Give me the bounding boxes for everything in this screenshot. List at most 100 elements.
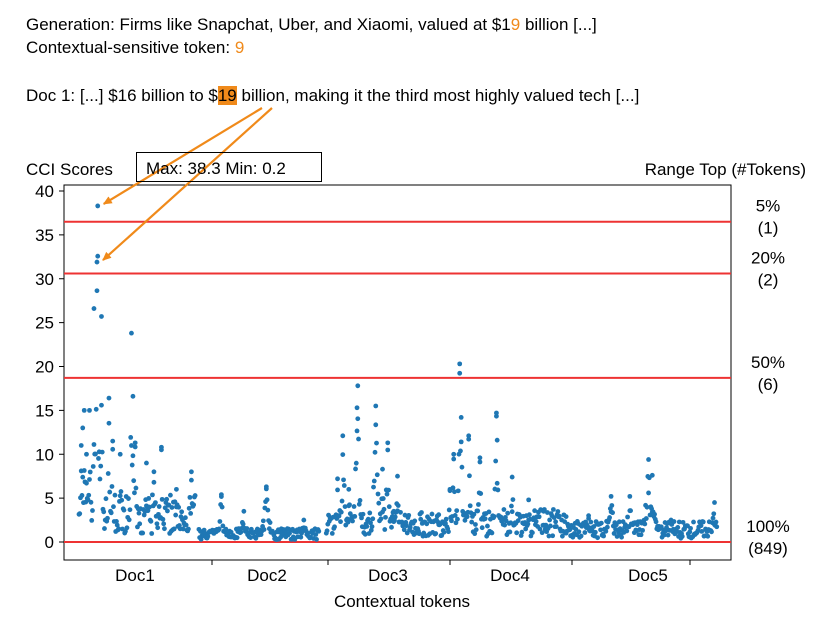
data-point xyxy=(241,508,247,514)
data-point xyxy=(616,519,622,525)
x-category-label: Doc1 xyxy=(115,566,155,585)
data-point xyxy=(240,521,246,527)
data-point xyxy=(173,512,179,518)
data-point xyxy=(576,529,582,535)
data-point xyxy=(586,513,592,519)
y-tick-label: 35 xyxy=(35,226,54,245)
data-point xyxy=(98,463,104,469)
data-point xyxy=(406,512,412,518)
generation-suffix: billion [...] xyxy=(520,15,597,34)
data-point xyxy=(168,492,173,498)
data-point xyxy=(368,520,373,526)
data-point xyxy=(117,451,123,457)
data-point xyxy=(652,511,657,517)
data-point xyxy=(386,487,391,493)
y-tick-label: 10 xyxy=(35,445,54,464)
data-point xyxy=(370,516,376,522)
data-point xyxy=(391,508,397,514)
data-point xyxy=(451,451,457,457)
data-point xyxy=(609,503,615,508)
data-point xyxy=(223,526,229,532)
data-point xyxy=(129,462,135,468)
data-point xyxy=(515,518,521,524)
threshold-percent: 5% xyxy=(756,197,781,216)
data-point xyxy=(78,443,84,448)
data-point xyxy=(365,516,371,522)
data-point xyxy=(105,471,111,476)
data-point xyxy=(395,473,400,479)
threshold-lines xyxy=(64,220,731,543)
data-point xyxy=(149,531,155,536)
data-point xyxy=(339,498,345,504)
data-point xyxy=(373,422,379,428)
data-point xyxy=(244,526,250,531)
data-point xyxy=(661,532,667,538)
data-point xyxy=(382,527,388,532)
data-point xyxy=(495,487,501,493)
data-point xyxy=(114,519,119,524)
data-point xyxy=(162,526,167,532)
data-point xyxy=(99,449,105,455)
data-point xyxy=(447,486,453,492)
data-point xyxy=(341,477,346,483)
data-point xyxy=(676,519,682,525)
data-point xyxy=(130,393,136,399)
data-point xyxy=(544,510,550,515)
data-point xyxy=(374,440,379,446)
data-point xyxy=(106,420,112,426)
stats-box xyxy=(136,152,322,182)
data-point xyxy=(154,521,160,527)
data-point xyxy=(101,509,107,515)
data-point xyxy=(374,472,380,478)
data-point xyxy=(698,523,704,529)
y-tick-label: 5 xyxy=(45,489,54,508)
data-point xyxy=(454,508,460,514)
data-point xyxy=(159,496,165,502)
data-point xyxy=(643,516,649,521)
data-point xyxy=(99,402,104,408)
data-point xyxy=(680,519,686,525)
plot-frame xyxy=(63,184,732,561)
data-point xyxy=(472,531,478,537)
data-point xyxy=(398,509,403,515)
data-point xyxy=(121,507,127,513)
data-point xyxy=(443,516,449,522)
data-point xyxy=(156,504,162,509)
data-point xyxy=(613,522,619,528)
data-point xyxy=(153,500,158,506)
data-point xyxy=(106,395,112,401)
data-point xyxy=(155,525,161,531)
data-point xyxy=(553,519,559,525)
data-point xyxy=(603,528,609,534)
y-tick-label: 40 xyxy=(35,182,54,201)
data-point xyxy=(81,407,87,413)
data-point xyxy=(475,508,481,514)
y-axis-title: CCI Scores xyxy=(26,160,113,179)
data-point xyxy=(335,476,340,482)
data-point xyxy=(130,453,136,459)
data-point xyxy=(375,491,381,497)
data-point xyxy=(131,478,137,484)
stats-box-text: Max: 38.3 Min: 0.2 xyxy=(146,159,286,178)
data-point xyxy=(467,473,472,479)
data-point xyxy=(537,526,543,532)
data-point xyxy=(126,517,132,523)
data-point xyxy=(102,526,107,531)
data-point xyxy=(457,361,463,367)
data-point xyxy=(127,507,133,513)
data-point xyxy=(638,532,644,538)
data-point xyxy=(464,514,470,520)
generation-highlight-token: 9 xyxy=(510,15,521,34)
data-point xyxy=(412,518,418,524)
data-point xyxy=(491,514,497,519)
data-point xyxy=(489,530,495,536)
data-point xyxy=(192,493,198,498)
data-point xyxy=(144,460,149,466)
x-category-label: Doc4 xyxy=(490,566,530,585)
data-point xyxy=(183,522,189,528)
data-point xyxy=(436,512,442,518)
data-point xyxy=(218,492,224,498)
generation-text: Generation: Firms like Snapchat, Uber, a… xyxy=(26,15,511,34)
data-point xyxy=(369,524,375,530)
y-tick-label: 30 xyxy=(35,270,54,289)
